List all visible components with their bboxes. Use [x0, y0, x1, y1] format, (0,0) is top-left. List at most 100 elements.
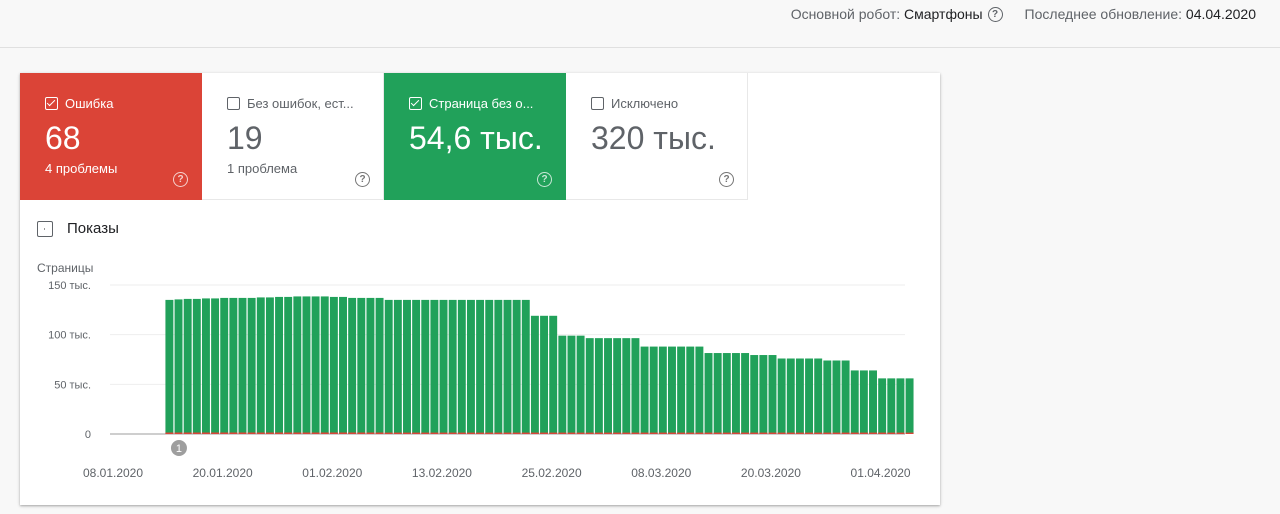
bar-valid — [850, 370, 859, 434]
checkbox-icon[interactable] — [37, 220, 53, 237]
bar-valid — [832, 360, 841, 434]
checkbox-checked-icon[interactable] — [409, 97, 422, 110]
tile-valid[interactable]: Страница без о... 54,6 тыс. ? — [384, 73, 566, 200]
bar-valid — [869, 370, 877, 434]
tile-excluded[interactable]: Исключено 320 тыс. ? — [566, 73, 748, 200]
bar-valid — [320, 296, 329, 434]
updated-label: Последнее обновление: — [1024, 6, 1183, 22]
updated-value: 04.04.2020 — [1185, 6, 1256, 22]
bar-valid — [466, 299, 475, 434]
bar-error — [512, 432, 521, 434]
bar-error — [549, 432, 558, 434]
bar-error — [238, 432, 247, 434]
bar-error — [795, 432, 804, 434]
bar-error — [704, 432, 713, 434]
bar-error — [348, 432, 357, 434]
help-icon[interactable]: ? — [719, 172, 734, 187]
bar-error — [201, 432, 210, 434]
bar-error — [329, 432, 338, 434]
checkbox-checked-icon[interactable] — [45, 97, 58, 110]
bar-error — [476, 432, 485, 434]
bar-valid — [731, 353, 740, 434]
bar-error — [229, 432, 238, 434]
bar-valid — [722, 353, 731, 434]
top-bar: Основной робот: Смартфоны ? Последнее об… — [0, 0, 1280, 48]
bar-valid — [448, 299, 457, 434]
bar-error — [530, 432, 539, 434]
bar-valid — [704, 353, 713, 434]
checkbox-icon[interactable] — [591, 97, 604, 110]
bar-error — [357, 432, 366, 434]
bar-valid — [604, 338, 612, 434]
bar-valid — [841, 360, 850, 434]
bar-valid — [759, 355, 768, 434]
bar-error — [759, 432, 768, 434]
bar-valid — [887, 378, 896, 434]
tile-value: 54,6 тыс. — [409, 120, 543, 156]
bar-valid — [878, 378, 887, 434]
bar-valid — [622, 338, 631, 434]
bar-error — [731, 432, 740, 434]
robot-value: Смартфоны — [904, 6, 983, 22]
bar-valid — [512, 299, 521, 434]
robot-label: Основной робот: — [790, 6, 901, 22]
bar-error — [293, 432, 302, 434]
bar-valid — [896, 378, 905, 434]
bar-valid — [457, 299, 466, 434]
bar-valid — [485, 299, 494, 434]
bar-error — [384, 432, 393, 434]
bar-error — [430, 432, 439, 434]
bar-error — [594, 432, 603, 434]
tile-label: Без ошибок, ест... — [247, 96, 354, 111]
bar-error — [722, 432, 731, 434]
bar-error — [256, 432, 265, 434]
help-icon[interactable]: ? — [173, 172, 188, 187]
bar-valid — [220, 297, 229, 434]
bar-error — [320, 432, 329, 434]
bar-valid — [165, 299, 174, 434]
bar-error — [604, 432, 612, 434]
tile-error[interactable]: Ошибка 68 4 проблемы ? — [20, 73, 202, 200]
bar-error — [658, 432, 667, 434]
bar-valid — [777, 358, 786, 434]
bar-error — [540, 432, 549, 434]
help-icon[interactable]: ? — [355, 172, 370, 187]
bar-error — [366, 432, 375, 434]
bar-valid — [649, 346, 658, 434]
y-tick-label: 50 тыс. — [54, 379, 91, 391]
bar-valid — [503, 299, 512, 434]
bar-valid — [256, 297, 265, 434]
bar-error — [494, 432, 503, 434]
bar-error — [649, 432, 658, 434]
bar-valid — [439, 299, 448, 434]
bar-error — [403, 432, 411, 434]
bar-valid — [375, 297, 384, 434]
bar-valid — [329, 296, 338, 434]
help-icon[interactable]: ? — [987, 6, 1003, 22]
impressions-toggle[interactable]: Показы — [37, 220, 119, 237]
bar-error — [832, 432, 841, 434]
bar-error — [859, 432, 868, 434]
bar-valid — [275, 296, 284, 434]
bar-valid — [247, 297, 256, 434]
bar-valid — [339, 296, 347, 434]
help-icon[interactable]: ? — [537, 172, 552, 187]
bar-error — [466, 432, 475, 434]
bar-valid — [814, 358, 823, 434]
x-tick-label: 20.03.2020 — [741, 466, 801, 480]
bar-error — [174, 432, 183, 434]
x-tick-label: 01.02.2020 — [302, 466, 362, 480]
bar-valid — [686, 346, 695, 434]
bar-error — [165, 432, 174, 434]
bar-valid — [174, 299, 183, 434]
bar-valid — [823, 360, 832, 434]
checkbox-icon[interactable] — [227, 97, 240, 110]
crawl-meta: Основной робот: Смартфоны ? Последнее об… — [791, 6, 1256, 22]
bar-error — [640, 432, 649, 434]
annotation-marker-icon — [170, 440, 187, 456]
tile-valid-with-warnings[interactable]: Без ошибок, ест... 19 1 проблема ? — [202, 73, 384, 200]
bar-valid — [348, 297, 357, 434]
coverage-chart: Страницы 150 тыс. 100 тыс. 50 тыс. 0 08.01.20… — [37, 261, 914, 480]
bar-valid — [713, 353, 722, 434]
bar-error — [558, 432, 567, 434]
